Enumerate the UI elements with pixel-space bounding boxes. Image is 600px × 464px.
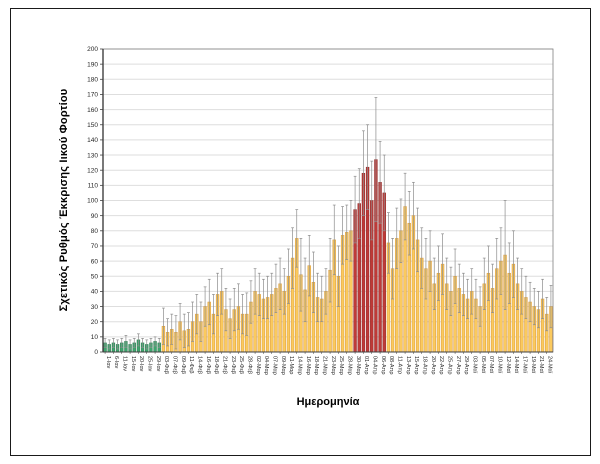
x-tick-label: 25-Απρ xyxy=(447,356,453,375)
x-tick-label: 18-Μαρ xyxy=(313,356,319,375)
x-tick-label: 20-Απρ xyxy=(430,356,436,375)
x-tick-label: 30-Μαρ xyxy=(355,356,361,375)
x-tick-label: 11-Μαρ xyxy=(288,356,294,374)
x-tick-label: 21-Μαϊ xyxy=(538,356,544,374)
y-tick-label: 190 xyxy=(87,61,98,68)
x-tick-label: 24-Μαϊ xyxy=(547,356,553,374)
x-tick-label: 02-Μαρ xyxy=(255,356,261,375)
y-tick-label: 50 xyxy=(91,273,99,280)
x-tick-label: 22-Απρ xyxy=(438,356,444,375)
y-tick-label: 100 xyxy=(87,198,98,205)
x-tick-label: 6-Ιαν xyxy=(113,356,119,369)
y-axis-title: Σχετικός Ρυθμός Έκκρισης Ιικού Φορτίου xyxy=(58,88,70,312)
x-tick-label: 27-Απρ xyxy=(455,356,461,375)
x-tick-label: 13-Απρ xyxy=(405,356,411,375)
x-tick-label: 28-Φεβ xyxy=(247,356,253,374)
x-tick-label: 23-Φεβ xyxy=(230,356,236,374)
x-tick-label: 11-Ιαν xyxy=(122,356,128,371)
x-tick-label: 11-Απρ xyxy=(397,356,403,374)
x-tick-label: 19-Μαϊ xyxy=(530,356,536,374)
x-tick-label: 07-Φεβ xyxy=(172,356,178,374)
x-tick-label: 18-Φεβ xyxy=(213,356,219,374)
x-tick-label: 15-Ιαν xyxy=(130,356,136,372)
y-tick-label: 180 xyxy=(87,77,98,84)
x-tick-label: 14-Φεβ xyxy=(197,356,203,374)
x-tick-label: 18-Απρ xyxy=(422,356,428,375)
axes-group xyxy=(100,48,554,354)
x-tick-label: 17-Μαϊ xyxy=(522,356,528,374)
x-tick-label: 28-Μαρ xyxy=(347,356,353,375)
x-tick-label: 25-Ιαν xyxy=(147,356,153,372)
bars-group xyxy=(103,159,553,353)
x-tick-label: 1-Ιαν xyxy=(105,356,111,369)
y-tick-label: 30 xyxy=(91,304,99,311)
figure-border xyxy=(10,8,591,456)
x-axis-title: Ημερομηνία xyxy=(296,396,360,408)
x-tick-label: 12-Μαϊ xyxy=(505,356,511,374)
x-tick-label: 04-Απρ xyxy=(372,356,378,375)
y-tick-label: 20 xyxy=(91,319,99,326)
y-tick-label: 0 xyxy=(94,349,98,356)
y-tick-label: 160 xyxy=(87,107,98,114)
x-tick-label: 15-Απρ xyxy=(413,356,419,375)
y-tick-label: 70 xyxy=(91,243,99,250)
error-bars-group xyxy=(103,97,553,350)
x-tick-label: 03-Φεβ xyxy=(163,356,169,374)
x-tick-label: 23-Μαρ xyxy=(330,356,336,375)
y-tick-label: 130 xyxy=(87,152,98,159)
y-tick-label: 200 xyxy=(87,46,98,53)
x-tick-label: 21-Φεβ xyxy=(222,356,228,374)
y-tick-label: 60 xyxy=(91,258,99,265)
y-tick-labels-group: 0 10 20 30 40 50 60 70 80 90 100 110 120 130 140 150 160… xyxy=(87,46,98,356)
x-tick-label: 16-Μαρ xyxy=(305,356,311,375)
y-tick-label: 170 xyxy=(87,92,98,99)
x-tick-label: 01-Απρ xyxy=(363,356,369,375)
gridlines-group xyxy=(103,48,553,338)
x-tick-label: 05-Μαϊ xyxy=(480,356,486,374)
x-tick-label: 20-Ιαν xyxy=(138,356,144,372)
y-tick-label: 110 xyxy=(88,183,99,190)
x-tick-label: 21-Μαρ xyxy=(322,356,328,375)
x-tick-label: 09-Φεβ xyxy=(180,356,186,374)
y-tick-label: 80 xyxy=(91,228,99,235)
x-tick-label: 09-Μαρ xyxy=(280,356,286,375)
x-tick-labels-group: 1-Ιαν 6-Ιαν 11-Ιαν 15-Ιαν 20-Ιαν 25-Ιαν 29-Ιαν… xyxy=(105,356,553,375)
x-tick-label: 07-Μαϊ xyxy=(488,356,494,374)
x-tick-label: 08-Απρ xyxy=(388,356,394,375)
y-tick-label: 140 xyxy=(87,137,98,144)
x-tick-label: 25-Φεβ xyxy=(238,356,244,374)
x-tick-label: 29-Ιαν xyxy=(155,356,161,372)
y-tick-label: 90 xyxy=(91,213,99,220)
y-tick-label: 150 xyxy=(87,122,98,129)
x-tick-label: 10-Μαϊ xyxy=(497,356,503,374)
x-tick-label: 04-Μαρ xyxy=(263,356,269,375)
x-tick-label: 06-Απρ xyxy=(380,356,386,375)
x-tick-label: 25-Μαρ xyxy=(338,356,344,375)
x-tick-label: 16-Φεβ xyxy=(205,356,211,374)
x-tick-label: 14-Μαρ xyxy=(297,356,303,375)
y-tick-label: 40 xyxy=(91,289,99,296)
y-tick-label: 10 xyxy=(91,334,99,341)
x-tick-label: 11-Φεβ xyxy=(188,356,194,374)
x-tick-label: 03-Μαϊ xyxy=(472,356,478,374)
x-tick-label: 07-Μαρ xyxy=(272,356,278,375)
y-tick-label: 120 xyxy=(87,167,98,174)
x-tick-label: 29-Απρ xyxy=(463,356,469,375)
x-tick-label: 14-Μαϊ xyxy=(513,356,519,374)
